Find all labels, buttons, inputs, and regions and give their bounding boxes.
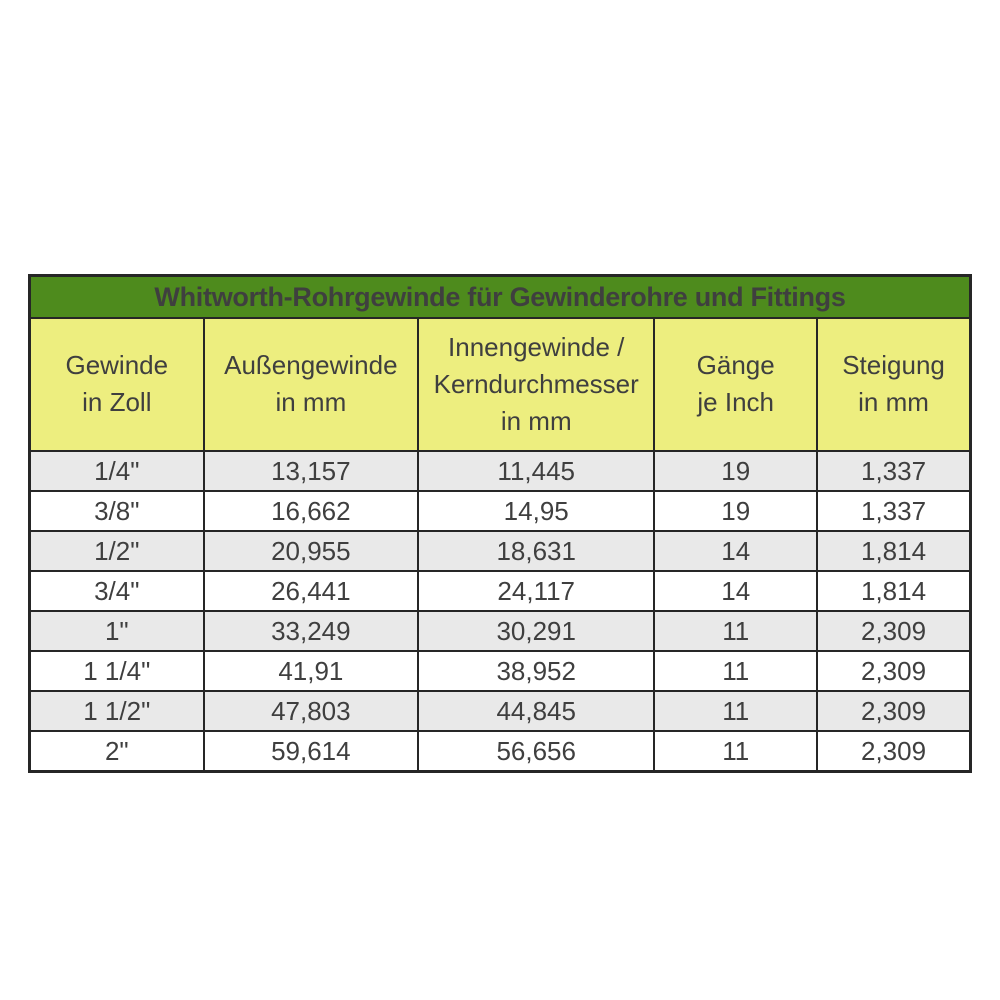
table-cell: 38,952 [417,649,656,692]
table-cell: 11 [653,689,819,732]
table-cell: 11 [653,609,819,652]
table-cell: 41,91 [202,649,420,692]
table-cell: 1/4" [28,449,205,492]
table-cell: 14,95 [417,489,656,532]
table-row: 3/8" 16,662 14,95 19 1,337 [28,489,972,532]
table-cell: 1,337 [816,449,972,492]
table-body: 1/4" 13,157 11,445 19 1,337 3/8" 16,662 14,95 19… [28,449,972,773]
table-cell: 19 [653,489,819,532]
table-cell: 1 1/2" [28,689,205,732]
table-row: 3/4" 26,441 24,117 14 1,814 [28,569,972,612]
table-cell: 2,309 [816,729,972,773]
table-cell: 11 [653,729,819,773]
table-cell: 2,309 [816,609,972,652]
table-cell: 30,291 [417,609,656,652]
table-cell: 59,614 [202,729,420,773]
table-cell: 11,445 [417,449,656,492]
table-row: 1 1/4" 41,91 38,952 11 2,309 [28,649,972,692]
table-title: Whitworth-Rohrgewinde für Gewinderohre u… [28,274,972,319]
table-cell: 20,955 [202,529,420,572]
whitworth-thread-table: Whitworth-Rohrgewinde für Gewinderohre u… [28,274,972,773]
table-cell: 1,814 [816,569,972,612]
column-header-gewinde-in-zoll: Gewinde in Zoll [28,317,205,452]
table-cell: 13,157 [202,449,420,492]
table-cell: 18,631 [417,529,656,572]
table-cell: 1/2" [28,529,205,572]
table-row: 1/2" 20,955 18,631 14 1,814 [28,529,972,572]
table-cell: 1,814 [816,529,972,572]
title-row: Whitworth-Rohrgewinde für Gewinderohre u… [28,274,972,319]
table-cell: 1,337 [816,489,972,532]
table-cell: 2,309 [816,689,972,732]
table-cell: 33,249 [202,609,420,652]
table-row: 1 1/2" 47,803 44,845 11 2,309 [28,689,972,732]
column-header-aussengewinde-in-mm: Außengewinde in mm [202,317,420,452]
table-cell: 3/4" [28,569,205,612]
column-header-gaenge-je-inch: Gänge je Inch [653,317,819,452]
table-cell: 1 1/4" [28,649,205,692]
table-cell: 44,845 [417,689,656,732]
table-row: 2" 59,614 56,656 11 2,309 [28,729,972,773]
table-row: 1/4" 13,157 11,445 19 1,337 [28,449,972,492]
table-cell: 19 [653,449,819,492]
table-cell: 3/8" [28,489,205,532]
column-header-steigung-in-mm: Steigung in mm [816,317,972,452]
table-cell: 16,662 [202,489,420,532]
table-cell: 14 [653,529,819,572]
table-cell: 11 [653,649,819,692]
table-row: 1" 33,249 30,291 11 2,309 [28,609,972,652]
table-cell: 24,117 [417,569,656,612]
column-header-innengewinde-kerndurchmesser-in-mm: Innengewinde / Kerndurchmesser in mm [417,317,656,452]
table-cell: 2" [28,729,205,773]
table-cell: 1" [28,609,205,652]
table-cell: 56,656 [417,729,656,773]
table-cell: 2,309 [816,649,972,692]
header-row: Gewinde in Zoll Außengewinde in mm Innengewi… [28,317,972,452]
table-cell: 47,803 [202,689,420,732]
table-cell: 26,441 [202,569,420,612]
table-cell: 14 [653,569,819,612]
